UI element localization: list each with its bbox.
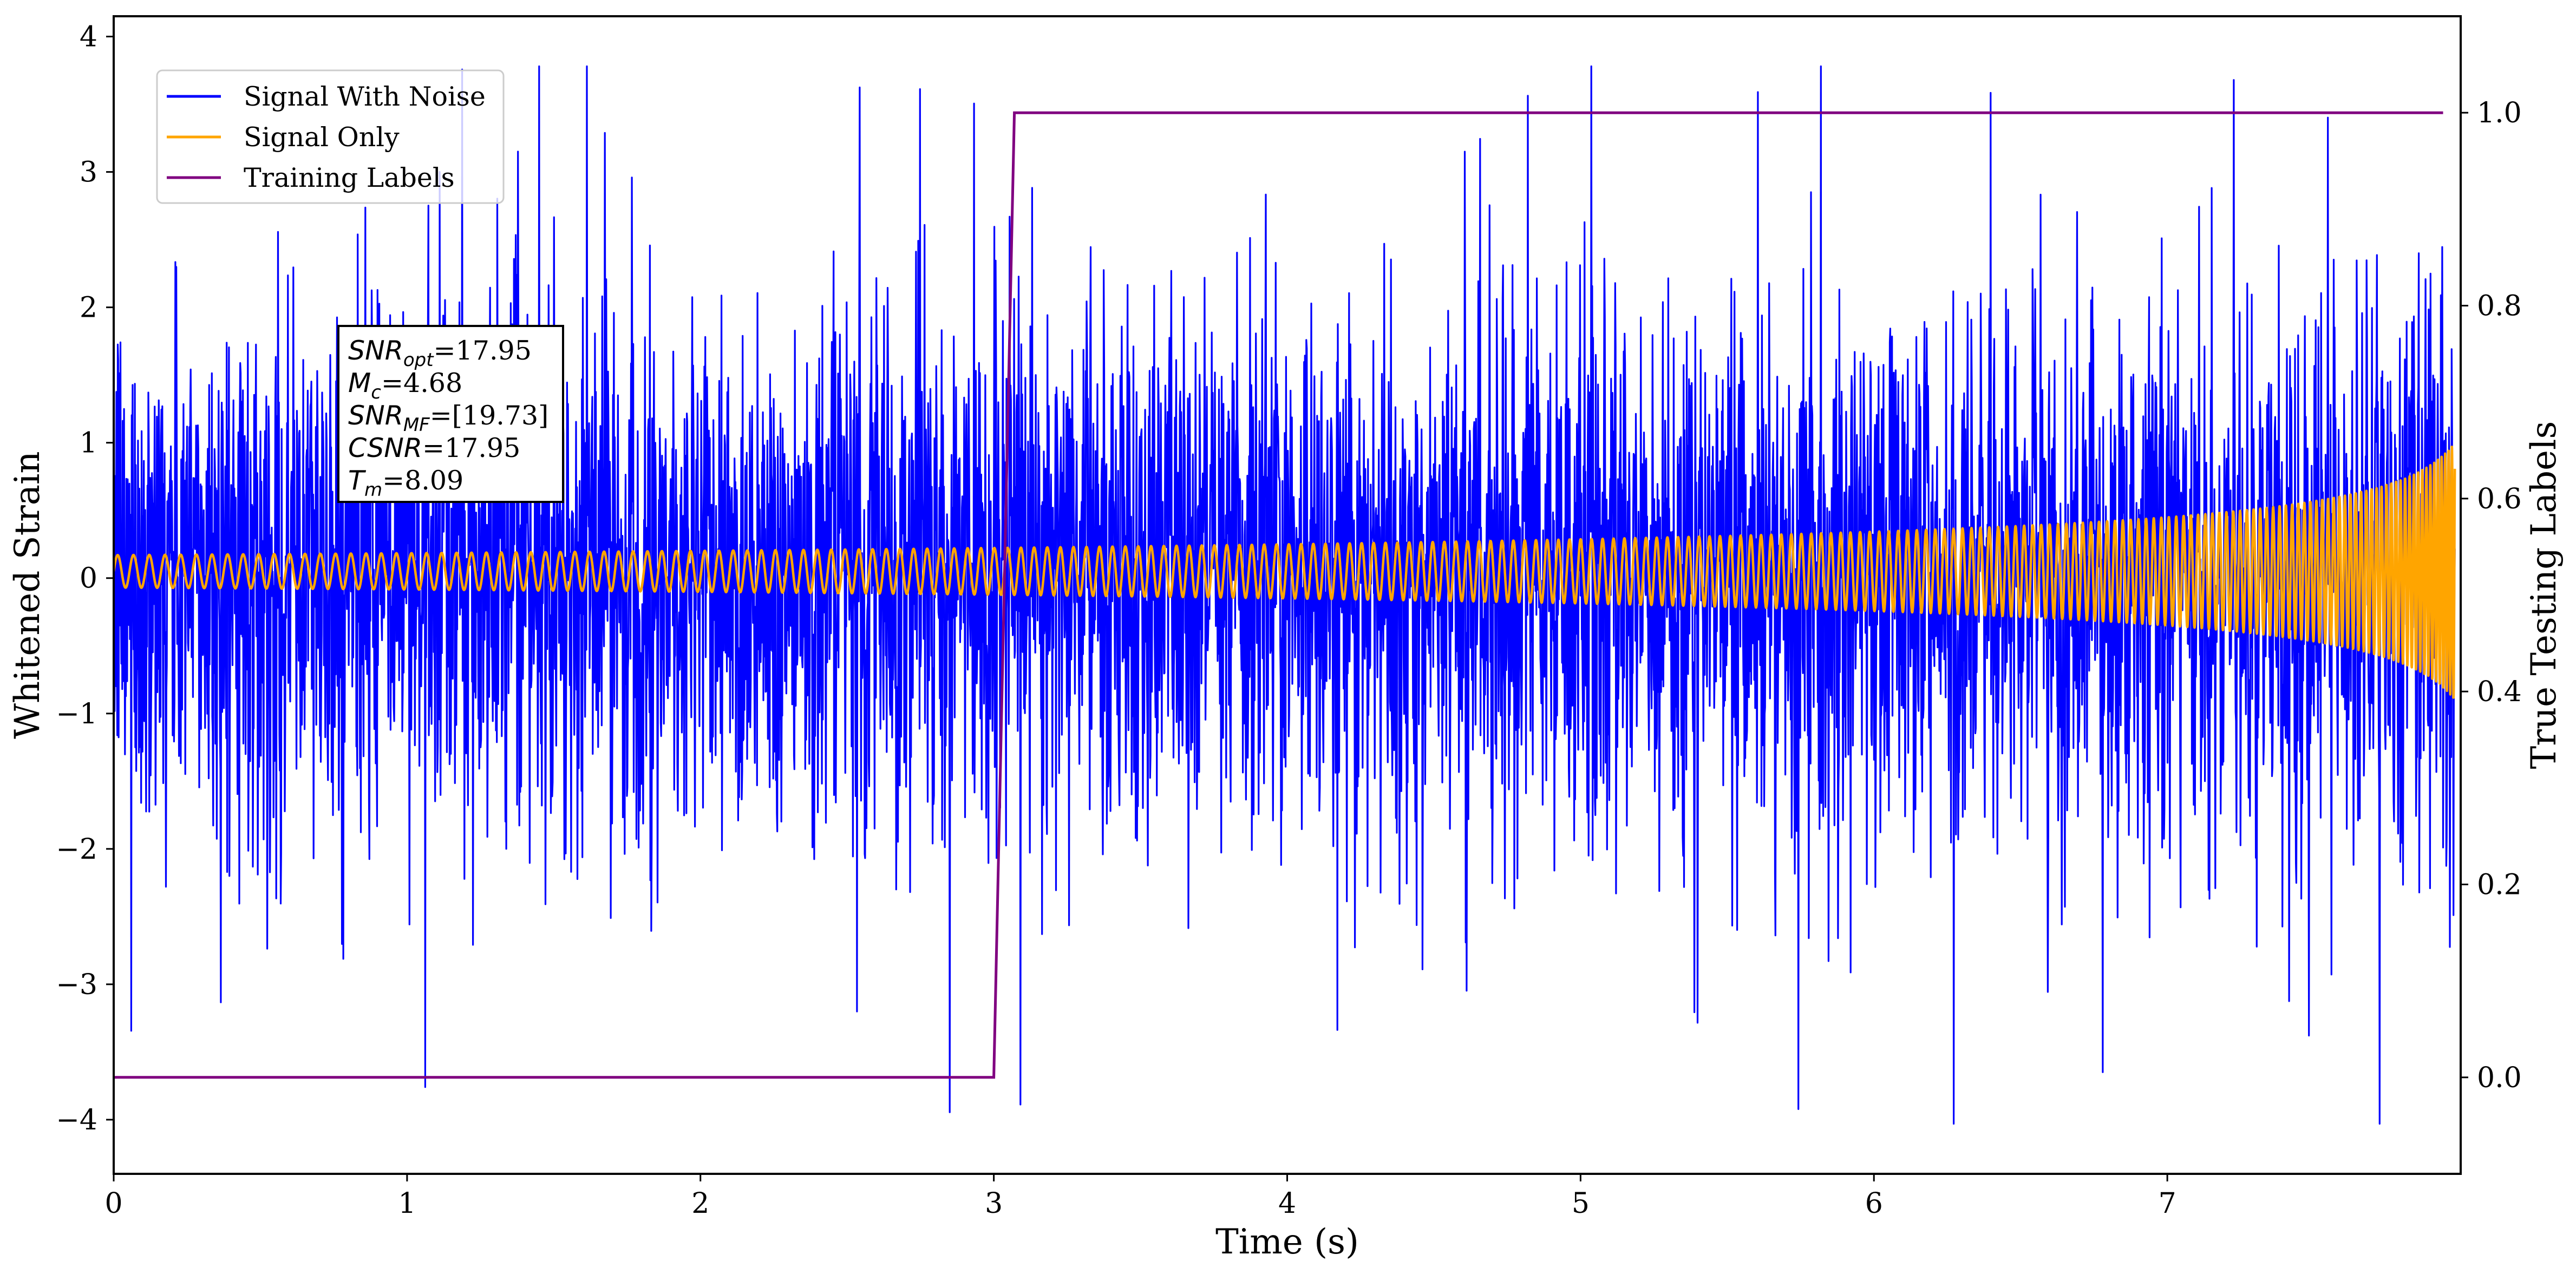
x-tick-label: 1: [398, 1187, 416, 1220]
y-tick-label: −3: [56, 969, 97, 1001]
x-tick-label: 7: [2159, 1187, 2176, 1220]
annotation-frame: [337, 325, 564, 503]
y2-tick-label: 0.4: [2477, 676, 2522, 708]
training-labels-line: [114, 111, 2443, 1079]
y-tick-label: 1: [80, 427, 97, 460]
annotation-line: Mc=4.68: [348, 368, 462, 403]
y-tick-label: −2: [56, 833, 97, 866]
x-tick-label: 6: [1865, 1187, 1883, 1220]
y2-tick-label: 0.0: [2477, 1062, 2522, 1094]
legend-label: Signal With Noise: [244, 81, 486, 112]
y-tick-label: 4: [80, 21, 97, 54]
signal-only-series: [114, 445, 2456, 699]
training-labels-series: [114, 111, 2443, 1079]
y-axis-ticks: −4 −3 −2 −1 0 1 2 3 4: [56, 21, 114, 1136]
y2-axis-ticks: 0.0 0.2 0.4 0.6 0.8 1.0: [2461, 97, 2522, 1094]
x-axis-ticks: 0 1 2 3 4 5 6 7: [104, 1174, 2176, 1220]
y-tick-label: −4: [56, 1104, 97, 1136]
x-tick-label: 3: [985, 1187, 1003, 1220]
y-axis-title: Whitened Strain: [8, 451, 48, 739]
x-tick-label: 0: [104, 1187, 122, 1220]
x-axis-title: Time (s): [1215, 1222, 1359, 1262]
annotation-line: CSNR=17.95: [348, 433, 520, 463]
y2-tick-label: 1.0: [2477, 97, 2522, 129]
x-tick-label: 4: [1278, 1187, 1296, 1220]
x-tick-label: 5: [1572, 1187, 1590, 1220]
legend-label: Signal Only: [244, 122, 400, 153]
annotation-box: SNRopt=17.95Mc=4.68SNRMF=[19.73]CSNR=17.…: [337, 325, 564, 503]
legend: Signal With Noise Signal Only Training Lab…: [156, 69, 505, 204]
annotation-line: SNRMF=[19.73]: [348, 400, 548, 436]
y-tick-label: 2: [80, 292, 97, 324]
y2-tick-label: 0.6: [2477, 483, 2522, 515]
y-tick-label: 0: [80, 563, 97, 595]
y2-axis-title: True Testing Labels: [2524, 421, 2564, 769]
y-tick-label: −1: [56, 698, 97, 730]
y-tick-label: 3: [80, 156, 97, 189]
y2-tick-label: 0.8: [2477, 290, 2522, 323]
legend-box: [156, 69, 505, 204]
x-tick-label: 2: [691, 1187, 709, 1220]
annotation-line: Tm=8.09: [348, 465, 463, 501]
legend-label: Training Labels: [244, 162, 455, 193]
annotation-line: SNRopt=17.95: [348, 335, 532, 371]
signal-only-line: [114, 445, 2456, 699]
y2-tick-label: 0.2: [2477, 869, 2522, 901]
